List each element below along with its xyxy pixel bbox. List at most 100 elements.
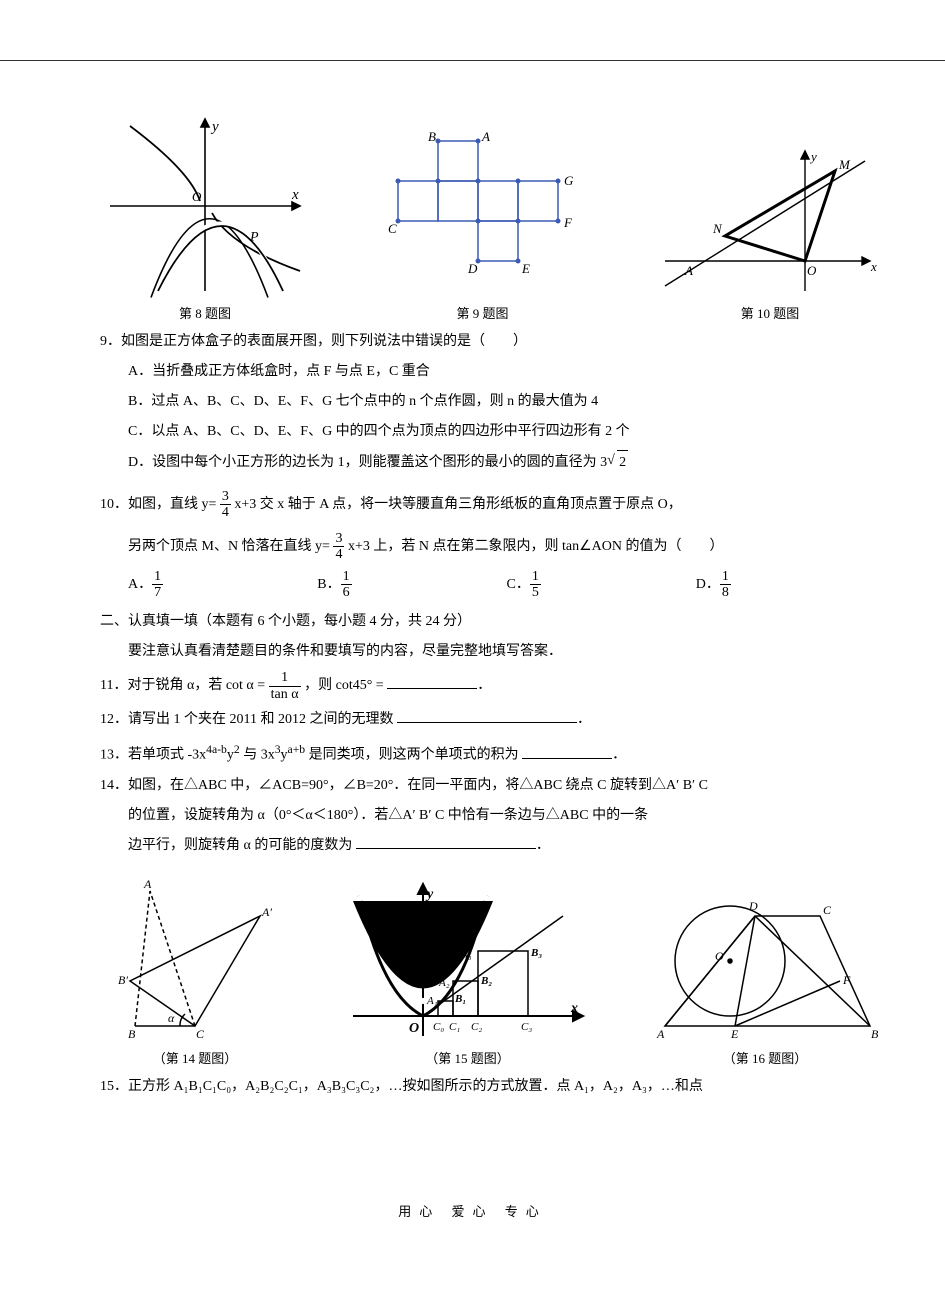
figure-9-svg: B A G F C D E [368, 131, 598, 301]
q10-optC: C．15 [507, 569, 696, 601]
svg-text:A: A [656, 1027, 665, 1041]
label-x: x [291, 187, 299, 203]
q12-text: 12．请写出 1 个夹在 2011 和 2012 之间的无理数 [100, 712, 393, 727]
section2-sub: 要注意认真看清楚题目的条件和要填写的内容，尽量完整地填写答案． [100, 640, 885, 664]
q10-line2: 另两个顶点 M、N 恰落在直线 y= 34 x+3 上，若 N 点在第二象限内，… [100, 531, 885, 563]
q13: 13．若单项式 -3x4a-by2 与 3x3ya+b 是同类项，则这两个单项式… [100, 738, 885, 768]
mid-figure-row: A A′ B′ B C α （第 14 题图） [100, 876, 885, 1067]
q12-blank [397, 708, 577, 723]
q11-pre: 11．对于锐角 α，若 cot α = [100, 678, 265, 693]
svg-text:B₂: B₂ [480, 975, 492, 987]
q10-optA: A．17 [128, 569, 317, 601]
figure-15: O y x A₁ A₂ A₃ B₁ B₂ B₃ C₀ C₁ C₂ C₃ （第 1 [343, 876, 593, 1067]
label-P: P [249, 230, 259, 245]
svg-text:B: B [871, 1027, 879, 1041]
figure-10: y M N A O x 第 10 题图 [655, 141, 885, 322]
label-y: y [210, 119, 219, 135]
q10-l2-mid: x+3 上，若 N 点在第二象限内，则 tan∠AON 的值为（ ） [348, 539, 724, 554]
svg-text:x: x [570, 1001, 578, 1016]
top-figure-row: y x O P 第 8 题图 [100, 111, 885, 322]
q9-B: B．过点 A、B、C、D、E、F、G 七个点中的 n 个点作圆，则 n 的最大值… [100, 390, 885, 414]
svg-text:F: F [842, 973, 851, 987]
svg-text:A′: A′ [261, 905, 272, 919]
q13-blank [522, 744, 612, 759]
q10-options: A．17 B．16 C．15 D．18 [100, 569, 885, 601]
lbl-N10: N [712, 221, 723, 236]
lbl-x10: x [870, 259, 877, 274]
q10-l2-pre: 另两个顶点 M、N 恰落在直线 y= [128, 539, 330, 554]
svg-text:C: C [823, 903, 832, 917]
lbl-C: C [388, 221, 397, 236]
q10-line1: 10．如图，直线 y= 34 x+3 交 x 轴于 A 点，将一块等腰直角三角形… [100, 489, 885, 521]
figure-8: y x O P 第 8 题图 [100, 111, 310, 322]
q13-pre: 13．若单项式 -3x [100, 748, 206, 763]
section2-head: 二、认真填一填（本题有 6 个小题，每小题 4 分，共 24 分） [100, 610, 885, 634]
lbl-E: E [521, 261, 530, 276]
fig8-caption: 第 8 题图 [179, 303, 231, 322]
svg-text:C₀: C₀ [433, 1021, 444, 1033]
svg-text:E: E [730, 1027, 739, 1041]
fig15-caption: （第 15 题图） [425, 1048, 510, 1067]
figure-14-svg: A A′ B′ B C α [100, 876, 290, 1046]
lbl-M10: M [838, 157, 851, 172]
svg-text:A₂: A₂ [438, 977, 450, 989]
q10-l1-pre: 10．如图，直线 y= [100, 497, 216, 512]
q10-frac2: 34 [333, 531, 344, 563]
lbl-F: F [563, 215, 573, 230]
q11-frac: 1tan α [269, 670, 301, 702]
fig10-caption: 第 10 题图 [741, 303, 800, 322]
q9-stem: 9．如图是正方体盒子的表面展开图，则下列说法中错误的是（ ） [100, 330, 885, 354]
figure-15-svg: O y x A₁ A₂ A₃ B₁ B₂ B₃ C₀ C₁ C₂ C₃ [343, 876, 593, 1046]
q9-D-pre: D．设图中每个小正方形的边长为 1，则能覆盖这个图形的最小的圆的直径为 3 [128, 455, 607, 470]
q12: 12．请写出 1 个夹在 2011 和 2012 之间的无理数 ． [100, 708, 885, 732]
lbl-A: A [481, 131, 490, 144]
label-O: O [192, 189, 202, 204]
svg-text:C₁: C₁ [449, 1021, 460, 1033]
lbl-D: D [467, 261, 478, 276]
figure-10-svg: y M N A O x [655, 141, 885, 301]
lbl-G: G [564, 173, 574, 188]
svg-text:C₃: C₃ [521, 1021, 532, 1033]
q9-D-sqrt: 2 [617, 450, 628, 475]
svg-text:B′: B′ [118, 973, 128, 987]
svg-text:A₃: A₃ [460, 949, 472, 961]
q9-A: A．当折叠成正方体纸盒时，点 F 与点 E，C 重合 [100, 360, 885, 384]
figure-16: A B C D E F O （第 16 题图） [645, 886, 885, 1067]
page-footer: 用心 爱心 专心 [0, 1201, 945, 1220]
svg-text:A₁: A₁ [426, 995, 438, 1007]
figure-16-svg: A B C D E F O [645, 886, 885, 1046]
q10-optB: B．16 [317, 569, 506, 601]
q14-l2: 的位置，设旋转角为 α（0°＜α＜180°）．若△A′ B′ C 中恰有一条边与… [100, 804, 885, 828]
svg-text:y: y [425, 887, 434, 902]
lbl-B: B [428, 131, 436, 144]
svg-text:B: B [128, 1027, 136, 1041]
svg-text:O: O [715, 949, 724, 963]
q15: 15．正方形 A₁B₁C₁C₀，A₂B₂C₂C₁，A₃B₃C₃C₂，…按如图所示… [100, 1075, 885, 1099]
fig16-caption: （第 16 题图） [723, 1048, 808, 1067]
q14-blank [356, 834, 536, 849]
figure-8-svg: y x O P [100, 111, 310, 301]
svg-text:C₂: C₂ [471, 1021, 482, 1033]
svg-text:B₃: B₃ [530, 947, 542, 959]
svg-text:A: A [143, 877, 152, 891]
figure-14: A A′ B′ B C α （第 14 题图） [100, 876, 290, 1067]
svg-text:α: α [168, 1011, 175, 1025]
q14-l1: 14．如图，在△ABC 中，∠ACB=90°，∠B=20°．在同一平面内，将△A… [100, 774, 885, 798]
fig14-caption: （第 14 题图） [153, 1048, 238, 1067]
lbl-y10: y [809, 149, 817, 164]
q10-optD: D．18 [696, 569, 885, 601]
q10-l1-mid: x+3 交 x 轴于 A 点，将一块等腰直角三角形纸板的直角顶点置于原点 O， [234, 497, 681, 512]
figure-9: B A G F C D E 第 9 题图 [368, 131, 598, 322]
lbl-O10: O [807, 263, 817, 278]
svg-text:D: D [748, 899, 758, 913]
q11-blank [387, 674, 477, 689]
fig9-caption: 第 9 题图 [456, 303, 508, 322]
q11-mid: ，则 cot45° = [304, 678, 384, 693]
svg-text:C: C [196, 1027, 205, 1041]
q11: 11．对于锐角 α，若 cot α = 1tan α ，则 cot45° = ． [100, 670, 885, 702]
q9-C: C．以点 A、B、C、D、E、F、G 中的四个点为顶点的四边形中平行四边形有 2… [100, 420, 885, 444]
q9-D: D．设图中每个小正方形的边长为 1，则能覆盖这个图形的最小的圆的直径为 3 2 [100, 450, 885, 475]
q10-frac1: 34 [220, 489, 231, 521]
q14-l3: 边平行，则旋转角 α 的可能的度数为 ． [100, 834, 885, 858]
svg-text:O: O [409, 1021, 419, 1036]
